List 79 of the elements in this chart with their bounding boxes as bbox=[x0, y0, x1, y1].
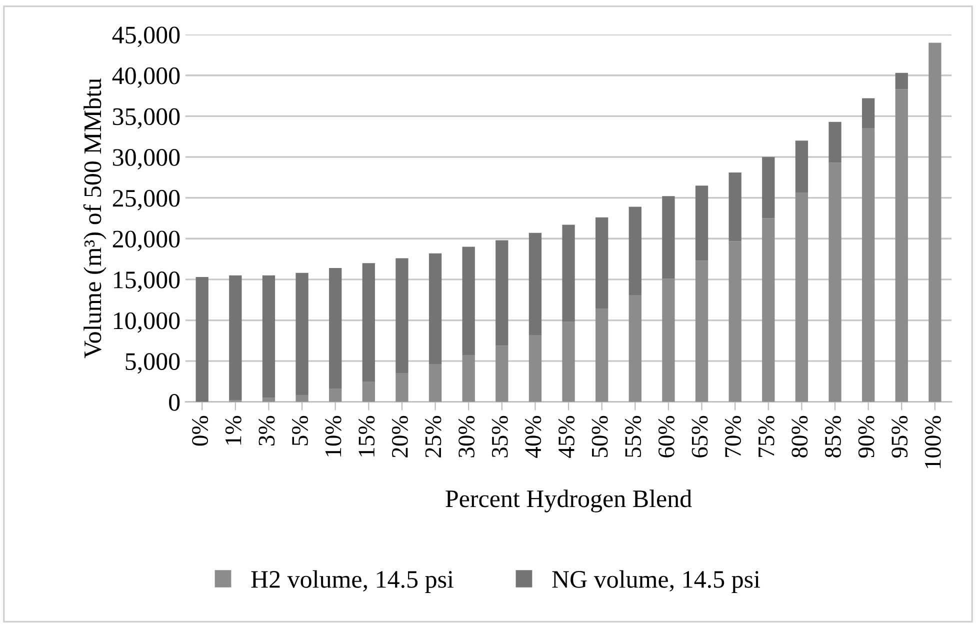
bar bbox=[596, 308, 608, 402]
y-tick-label: 40,000 bbox=[112, 67, 180, 88]
bar bbox=[795, 140, 808, 193]
bar bbox=[329, 388, 342, 402]
y-tick-label: 0 bbox=[169, 394, 180, 411]
bar bbox=[895, 72, 908, 90]
x-tick-label: 40% bbox=[525, 416, 542, 458]
bar bbox=[862, 128, 875, 402]
x-tick-label: 65% bbox=[692, 416, 708, 458]
bar bbox=[728, 241, 742, 402]
x-tick-label: 75% bbox=[758, 416, 774, 457]
bar bbox=[628, 294, 642, 402]
x-tick-label: 90% bbox=[858, 416, 874, 458]
bar bbox=[695, 260, 708, 402]
bar bbox=[795, 192, 808, 402]
y-tick-label: 45,000 bbox=[112, 26, 180, 48]
x-tick-label: 60% bbox=[658, 416, 674, 458]
x-axis-title: Percent Hydrogen Blend bbox=[446, 490, 692, 512]
bar bbox=[895, 89, 908, 402]
bar bbox=[296, 395, 308, 402]
x-tick-label: 100% bbox=[924, 416, 941, 468]
x-tick-label: 55% bbox=[625, 416, 642, 458]
bar bbox=[462, 246, 475, 356]
bar bbox=[296, 272, 308, 396]
y-tick-label: 35,000 bbox=[113, 108, 180, 129]
bar bbox=[562, 224, 575, 322]
x-tick-label: 85% bbox=[824, 416, 841, 458]
bar bbox=[928, 42, 942, 402]
bar bbox=[462, 355, 475, 402]
bar bbox=[528, 334, 542, 402]
bar bbox=[196, 277, 208, 402]
x-tick-label: 20% bbox=[392, 416, 408, 458]
x-tick-label: 25% bbox=[425, 416, 442, 458]
bar bbox=[562, 322, 575, 402]
bar bbox=[628, 206, 642, 295]
legend-label: NG volume, 14.5 psi bbox=[552, 570, 760, 593]
bar bbox=[762, 157, 775, 218]
bar bbox=[428, 364, 442, 402]
x-tick-label: 30% bbox=[458, 416, 475, 458]
bar bbox=[596, 217, 608, 309]
y-tick-label: 20,000 bbox=[112, 230, 180, 252]
bar bbox=[329, 268, 342, 389]
x-tick-label: 1% bbox=[225, 416, 242, 445]
y-tick-label: 30,000 bbox=[113, 149, 180, 170]
x-tick-label: 35% bbox=[492, 416, 508, 458]
bar bbox=[362, 263, 375, 382]
bar bbox=[496, 346, 508, 402]
x-tick-label: 3% bbox=[258, 416, 275, 446]
bar bbox=[862, 98, 875, 128]
x-tick-label: 70% bbox=[725, 416, 742, 457]
bar bbox=[828, 162, 842, 402]
x-tick-label: 45% bbox=[558, 416, 575, 458]
x-tick-label: 0% bbox=[192, 416, 208, 446]
x-tick-label: 80% bbox=[792, 416, 808, 458]
bar bbox=[662, 196, 675, 279]
bar bbox=[229, 275, 242, 400]
bar bbox=[662, 278, 675, 402]
bar bbox=[828, 122, 842, 163]
y-tick-label: 10,000 bbox=[114, 312, 180, 333]
x-tick-label: 15% bbox=[358, 416, 375, 456]
x-tick-label: 5% bbox=[292, 416, 308, 446]
bar bbox=[496, 240, 508, 346]
bar bbox=[728, 172, 742, 242]
legend-label: H2 volume, 14.5 psi bbox=[251, 570, 454, 593]
bar bbox=[428, 253, 442, 364]
bar bbox=[362, 382, 375, 402]
bar bbox=[396, 258, 408, 374]
x-tick-label: 95% bbox=[892, 416, 908, 458]
bar bbox=[528, 232, 542, 335]
bar bbox=[262, 275, 276, 398]
bar bbox=[396, 373, 408, 402]
y-tick-label: 5,000 bbox=[126, 353, 180, 374]
bar bbox=[762, 218, 775, 402]
bar bbox=[695, 186, 708, 261]
x-tick-label: 50% bbox=[592, 416, 608, 458]
y-tick-label: 15,000 bbox=[114, 272, 180, 292]
y-axis-title: Volume (m³) of 500 MMbtu bbox=[83, 78, 106, 358]
x-tick-label: 10% bbox=[325, 416, 342, 456]
y-tick-label: 25,000 bbox=[112, 190, 180, 210]
